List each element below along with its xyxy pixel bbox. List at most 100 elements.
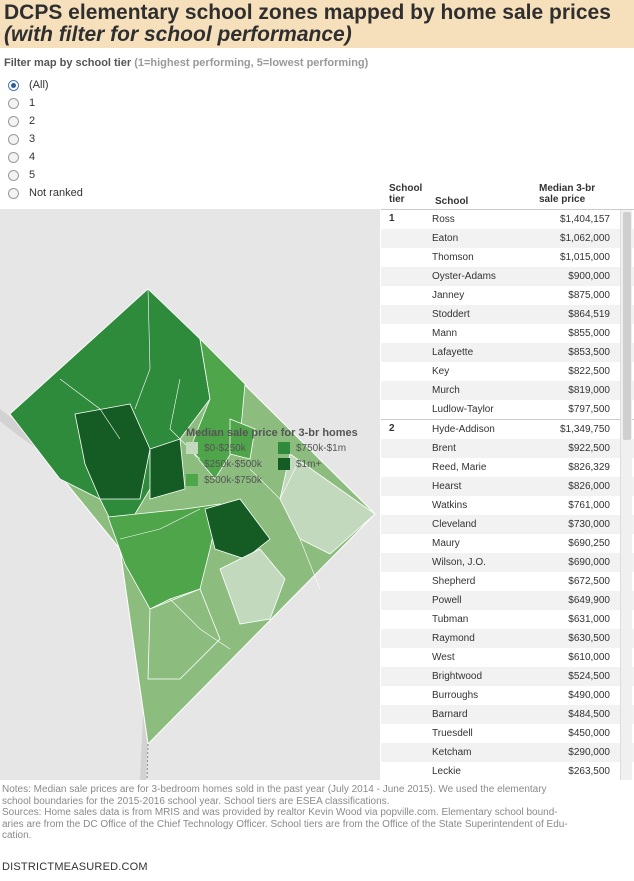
- table-row[interactable]: Barnard $484,500: [381, 705, 634, 724]
- table-row[interactable]: Burroughs $490,000: [381, 686, 634, 705]
- table-row[interactable]: Oyster-Adams $900,000: [381, 267, 634, 286]
- legend-item: $500k-$750k: [186, 474, 278, 486]
- tier-group: 2 Hyde-Addison $1,349,750 Brent $922,500 Reed…: [381, 420, 634, 780]
- school-name: Murch: [432, 385, 460, 396]
- legend-item: $1m+: [278, 458, 368, 470]
- radio-button[interactable]: [8, 187, 19, 199]
- tier-option-label: 4: [29, 151, 36, 163]
- school-name: Stoddert: [432, 309, 470, 320]
- legend-label: $0-$250k: [204, 442, 246, 454]
- table-row[interactable]: Tubman $631,000: [381, 610, 634, 629]
- map-legend: Median sale price for 3-br homes $0-$250…: [186, 427, 376, 486]
- notes-line: cation.: [2, 830, 32, 841]
- school-price: $690,000: [568, 557, 610, 568]
- tier-option[interactable]: 1: [8, 94, 83, 112]
- school-name: Ross: [432, 214, 455, 225]
- school-name: Leckie: [432, 766, 461, 777]
- tier-option[interactable]: 5: [8, 166, 83, 184]
- school-price: $1,404,157: [559, 214, 610, 225]
- school-name: Cleveland: [432, 519, 477, 530]
- table-row[interactable]: Raymond $630,500: [381, 629, 634, 648]
- school-price: $649,900: [568, 595, 610, 606]
- school-price: $290,000: [568, 747, 610, 758]
- tier-option[interactable]: 4: [8, 148, 83, 166]
- radio-button[interactable]: [8, 151, 19, 163]
- school-price: $819,000: [568, 385, 610, 396]
- tier-option-label: 2: [29, 115, 36, 127]
- radio-button[interactable]: [8, 115, 19, 127]
- table-row[interactable]: Leckie $263,500: [381, 762, 634, 780]
- tier-option[interactable]: 2: [8, 112, 83, 130]
- legend-item: $0-$250k: [186, 442, 278, 454]
- radio-button[interactable]: [8, 169, 19, 181]
- table-row[interactable]: Hearst $826,000: [381, 477, 634, 496]
- table-row[interactable]: Murch $819,000: [381, 381, 634, 400]
- page-title: DCPS elementary school zones mapped by h…: [4, 1, 611, 24]
- zone-south[interactable]: [147, 588, 221, 680]
- legend-swatch: [186, 442, 198, 454]
- tier-label: 1: [389, 213, 395, 224]
- school-name: Lafayette: [432, 347, 474, 358]
- table-row[interactable]: Stoddert $864,519: [381, 305, 634, 324]
- table-row[interactable]: Eaton $1,062,000: [381, 229, 634, 248]
- table-row[interactable]: Hyde-Addison $1,349,750: [381, 420, 634, 439]
- site-footer[interactable]: DISTRICTMEASURED.COM: [2, 861, 148, 873]
- zone-capitol-hill[interactable]: [204, 498, 271, 560]
- table-row[interactable]: Janney $875,000: [381, 286, 634, 305]
- school-table[interactable]: 1 Ross $1,404,157 Eaton $1,062,000 Thomson $1,…: [381, 209, 634, 780]
- table-row[interactable]: Mann $855,000: [381, 324, 634, 343]
- table-row[interactable]: Cleveland $730,000: [381, 515, 634, 534]
- table-row[interactable]: Maury $690,250: [381, 534, 634, 553]
- tier-option[interactable]: 3: [8, 130, 83, 148]
- school-price: $826,329: [568, 462, 610, 473]
- table-row[interactable]: Truesdell $450,000: [381, 724, 634, 743]
- table-row[interactable]: Shepherd $672,500: [381, 572, 634, 591]
- zone-ne-small[interactable]: [229, 418, 256, 460]
- school-name: Eaton: [432, 233, 459, 244]
- table-row[interactable]: West $610,000: [381, 648, 634, 667]
- table-row[interactable]: Thomson $1,015,000: [381, 248, 634, 267]
- table-row[interactable]: Key $822,500: [381, 362, 634, 381]
- dc-map-svg: [0, 209, 380, 780]
- table-scrollbar[interactable]: [620, 210, 632, 780]
- notes-line: Sources: Home sales data is from MRIS an…: [2, 807, 558, 818]
- radio-button[interactable]: [8, 97, 19, 109]
- school-price: $922,500: [568, 443, 610, 454]
- tier-option[interactable]: (All): [8, 76, 83, 94]
- tier-option-label: 3: [29, 133, 36, 145]
- scrollbar-thumb[interactable]: [623, 212, 631, 440]
- table-row[interactable]: Brent $922,500: [381, 439, 634, 458]
- zone-1m-plus-b[interactable]: [149, 438, 186, 500]
- zone-1m-plus[interactable]: [74, 403, 151, 500]
- legend-items: $0-$250k $750k-$1m $250k-$500k $1m+ $500k-$7…: [186, 442, 376, 486]
- table-row[interactable]: Brightwood $524,500: [381, 667, 634, 686]
- school-price: $900,000: [568, 271, 610, 282]
- school-name: Thomson: [432, 252, 474, 263]
- table-row[interactable]: Ketcham $290,000: [381, 743, 634, 762]
- tier-option-label: 5: [29, 169, 36, 181]
- zone-southeast-light[interactable]: [219, 548, 286, 625]
- table-row[interactable]: Lafayette $853,500: [381, 343, 634, 362]
- filter-title: Filter map by school tier (1=highest per…: [4, 57, 368, 69]
- legend-item: $250k-$500k: [186, 458, 278, 470]
- school-price: $524,500: [568, 671, 610, 682]
- tier-option-label: (All): [29, 79, 49, 91]
- zone-east-light[interactable]: [279, 453, 376, 555]
- table-row[interactable]: Ludlow-Taylor $797,500: [381, 400, 634, 419]
- table-row[interactable]: Powell $649,900: [381, 591, 634, 610]
- table-row[interactable]: Reed, Marie $826,329: [381, 458, 634, 477]
- table-row[interactable]: Ross $1,404,157: [381, 210, 634, 229]
- map[interactable]: Median sale price for 3-br homes $0-$250…: [0, 209, 380, 780]
- school-price: $690,250: [568, 538, 610, 549]
- school-price: $875,000: [568, 290, 610, 301]
- col-school-header: School: [435, 196, 469, 207]
- col-price-header: Median 3-br sale price: [539, 183, 596, 205]
- notes-line: aries are from the DC Office of the Chie…: [2, 818, 568, 830]
- radio-button[interactable]: [8, 133, 19, 145]
- school-price: $484,500: [568, 709, 610, 720]
- radio-button[interactable]: [8, 79, 19, 91]
- table-row[interactable]: Wilson, J.O. $690,000: [381, 553, 634, 572]
- legend-label: $1m+: [296, 458, 322, 470]
- table-row[interactable]: Watkins $761,000: [381, 496, 634, 515]
- tier-option[interactable]: Not ranked: [8, 184, 83, 202]
